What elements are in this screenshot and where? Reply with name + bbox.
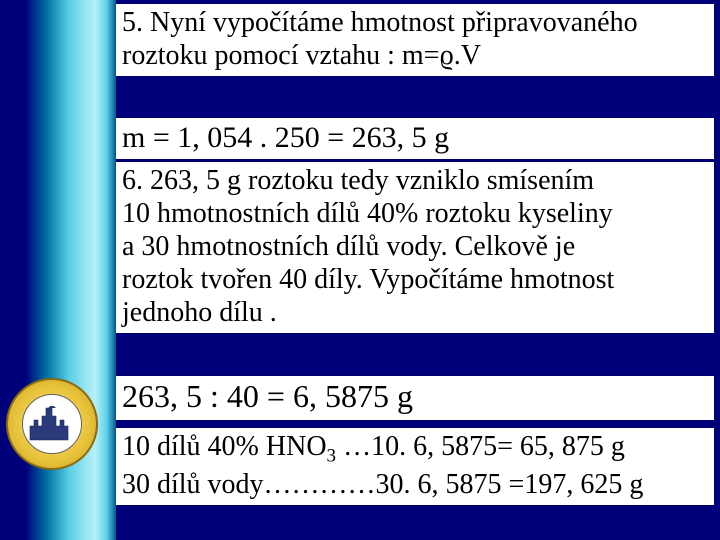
equation-mass: m = 1, 054 . 250 = 263, 5 g bbox=[122, 120, 708, 155]
equation-part: 263, 5 : 40 = 6, 5875 g bbox=[122, 378, 708, 416]
result-line1-subscript: 3 bbox=[327, 446, 337, 467]
text-block-results: 10 dílů 40% HNO3 …10. 6, 5875= 65, 875 g… bbox=[116, 428, 714, 505]
step6-line3: a 30 hmotnostních dílů vody. Celkově je bbox=[122, 230, 708, 263]
text-block-equation-mass: m = 1, 054 . 250 = 263, 5 g bbox=[116, 118, 714, 159]
step5-line1: 5. Nyní vypočítáme hmotnost připravované… bbox=[122, 6, 708, 39]
result-line2: 30 dílů vody…………30. 6, 5875 =197, 625 g bbox=[122, 468, 708, 501]
step6-line2: 10 hmotnostních dílů 40% roztoku kyselin… bbox=[122, 197, 708, 230]
logo-castle-icon bbox=[26, 406, 78, 442]
result-line1-post: …10. 6, 5875= 65, 875 g bbox=[336, 431, 625, 462]
text-block-step5: 5. Nyní vypočítáme hmotnost připravované… bbox=[116, 4, 714, 76]
step6-line1: 6. 263, 5 g roztoku tedy vzniklo smísení… bbox=[122, 164, 708, 197]
step5-line2: roztoku pomocí vztahu : m=ϱ.V bbox=[122, 39, 708, 72]
step6-line4: roztok tvořen 40 díly. Vypočítáme hmotno… bbox=[122, 263, 708, 296]
step6-line5: jednoho dílu . bbox=[122, 296, 708, 329]
text-block-equation-part: 263, 5 : 40 = 6, 5875 g bbox=[116, 376, 714, 420]
school-logo bbox=[6, 378, 98, 470]
text-block-step6: 6. 263, 5 g roztoku tedy vzniklo smísení… bbox=[116, 162, 714, 333]
result-line1-pre: 10 dílů 40% HNO bbox=[122, 431, 327, 462]
result-line1: 10 dílů 40% HNO3 …10. 6, 5875= 65, 875 g bbox=[122, 430, 708, 468]
